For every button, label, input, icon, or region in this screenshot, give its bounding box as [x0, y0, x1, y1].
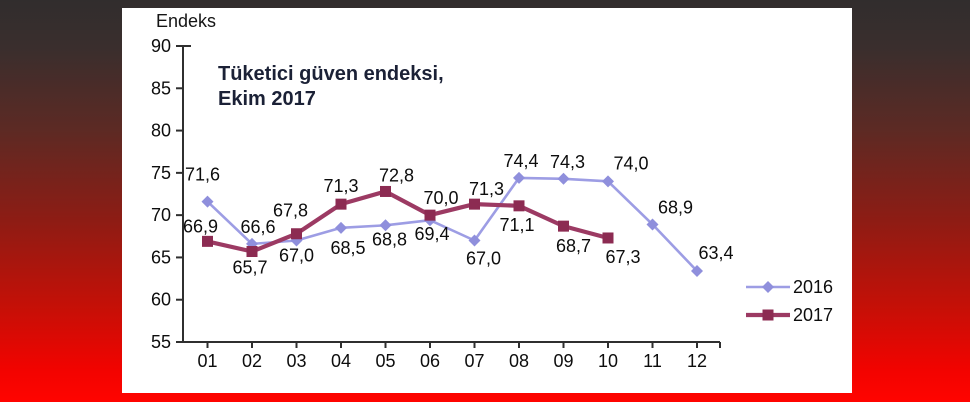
data-label-2016: 69,4: [414, 224, 449, 244]
legend-label-2016: 2016: [793, 277, 833, 297]
series-line-2016: [206, 176, 698, 272]
x-tick-label: 10: [598, 351, 618, 371]
x-tick-label: 03: [286, 351, 306, 371]
x-tick-label: 06: [420, 351, 440, 371]
data-label-2017: 71,3: [323, 176, 358, 196]
data-label-2017: 67,3: [605, 247, 640, 267]
data-label-2017: 65,7: [232, 258, 267, 278]
y-axis-title: Endeks: [156, 11, 217, 31]
data-label-2017: 71,3: [469, 179, 504, 199]
y-tick-label: 60: [151, 290, 171, 310]
data-label-2016: 74,0: [613, 153, 648, 173]
data-label-2016: 63,4: [698, 243, 733, 263]
y-tick-label: 85: [151, 78, 171, 98]
y-tick-label: 65: [151, 247, 171, 267]
marker-square-2017: [246, 246, 258, 258]
data-label-2017: 68,7: [556, 236, 591, 256]
data-label-2017: 70,0: [423, 188, 458, 208]
marker-square-2017: [558, 220, 569, 232]
marker-square-2017: [513, 200, 525, 212]
data-label-2016: 66,6: [240, 217, 275, 237]
marker-diamond-2016: [201, 195, 214, 208]
marker-diamond-2016: [557, 172, 570, 185]
marker-square-2017: [202, 235, 213, 247]
data-label-2016: 68,8: [372, 229, 407, 249]
data-label-2017: 72,8: [379, 165, 414, 185]
x-tick-label: 02: [242, 351, 262, 371]
marker-diamond-2016: [468, 234, 481, 247]
marker-diamond-2016: [379, 219, 392, 232]
chart-title: Tüketici güven endeksi, Ekim 2017: [218, 62, 444, 112]
marker-square-2017: [424, 209, 436, 221]
marker-diamond-2016: [335, 221, 347, 234]
x-tick-label: 04: [331, 351, 351, 371]
y-tick-label: 80: [151, 121, 171, 141]
data-label-2016: 74,4: [503, 151, 538, 171]
marker-diamond-2016: [513, 171, 525, 184]
y-tick-label: 55: [151, 332, 171, 352]
data-label-2017: 71,1: [499, 215, 534, 235]
data-label-2016: 68,5: [330, 238, 365, 258]
data-label-2016: 74,3: [550, 152, 585, 172]
marker-square-2017: [335, 198, 347, 210]
x-tick-label: 07: [464, 351, 484, 371]
marker-diamond-2016: [602, 175, 614, 188]
marker-diamond-2016: [691, 264, 703, 277]
data-label-2017: 67,8: [273, 201, 308, 221]
x-tick-label: 05: [375, 351, 395, 371]
data-label-2016: 67,0: [279, 246, 314, 266]
data-label-2017: 66,9: [183, 216, 218, 236]
marker-square-2017: [602, 232, 614, 244]
marker-diamond-2016: [646, 218, 659, 231]
series-line-2017: [207, 189, 609, 254]
chart-title-line1: Tüketici güven endeksi,: [218, 63, 444, 85]
chart-panel: Endeks Tüketici güven endeksi, Ekim 2017: [122, 8, 852, 393]
marker-square-2017: [469, 198, 480, 210]
legend-marker-2017: [762, 309, 774, 321]
marker-square-2017: [291, 228, 302, 240]
chart-title-line2: Ekim 2017: [218, 88, 316, 110]
y-tick-label: 75: [151, 163, 171, 183]
data-label-2016: 71,6: [185, 165, 220, 185]
legend-marker-2016: [762, 281, 774, 293]
data-label-2016: 68,9: [658, 197, 693, 217]
x-tick-label: 01: [197, 351, 217, 371]
legend-label-2017: 2017: [793, 305, 833, 325]
y-tick-label: 90: [151, 36, 171, 56]
y-tick-label: 70: [151, 205, 171, 225]
data-label-2016: 67,0: [466, 249, 501, 269]
marker-square-2017: [380, 185, 391, 197]
x-tick-label: 09: [553, 351, 573, 371]
x-tick-label: 12: [687, 351, 707, 371]
x-tick-label: 11: [643, 351, 662, 371]
x-tick-label: 08: [509, 351, 529, 371]
